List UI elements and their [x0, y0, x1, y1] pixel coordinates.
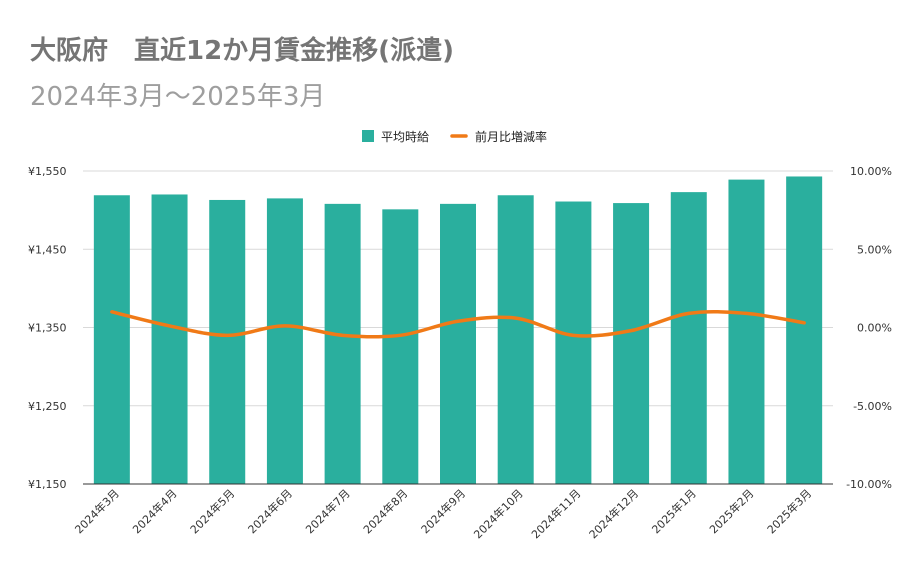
bar	[728, 179, 765, 485]
chart-subtitle: 2024年3月～2025年3月	[30, 82, 326, 112]
x-tick-label: 2024年12月	[586, 486, 641, 541]
bar	[151, 194, 188, 484]
bar	[497, 195, 534, 484]
x-tick-label: 2024年8月	[360, 486, 410, 536]
y-right-tick-label: 0.00%	[857, 322, 892, 335]
y-left-tick-label: ¥1,450	[28, 243, 67, 256]
bar	[324, 203, 361, 485]
bar	[555, 201, 592, 484]
y-right-tick-label: 10.00%	[850, 165, 892, 178]
bar	[670, 192, 707, 484]
bar	[382, 209, 419, 484]
x-tick-label: 2025年2月	[706, 486, 756, 536]
x-tick-label: 2024年10月	[471, 486, 526, 541]
bar	[209, 199, 246, 484]
x-tick-label: 2024年5月	[187, 486, 237, 536]
x-tick-label: 2025年1月	[649, 486, 699, 536]
legend-swatch-bar	[362, 130, 374, 142]
x-tick-label: 2024年7月	[303, 486, 353, 536]
legend-label: 前月比増減率	[475, 129, 547, 144]
y-left-tick-label: ¥1,150	[28, 478, 67, 491]
bar	[93, 195, 130, 484]
x-tick-label: 2025年3月	[764, 486, 814, 536]
chart-title: 大阪府 直近12か月賃金推移(派遣)	[30, 36, 454, 66]
x-tick-label: 2024年6月	[245, 486, 295, 536]
y-left-tick-label: ¥1,250	[28, 400, 67, 413]
x-tick-label: 2024年4月	[129, 486, 179, 536]
y-right-tick-label: 5.00%	[857, 243, 892, 256]
x-tick-label: 2024年3月	[72, 486, 122, 536]
x-tick-label: 2024年9月	[418, 486, 468, 536]
y-right-tick-label: -10.00%	[846, 478, 892, 491]
bar	[266, 198, 303, 484]
bar	[786, 176, 823, 485]
bar	[613, 203, 650, 484]
y-right-tick-label: -5.00%	[853, 400, 892, 413]
x-tick-label: 2024年11月	[528, 486, 583, 541]
y-left-tick-label: ¥1,350	[28, 322, 67, 335]
legend-label: 平均時給	[381, 130, 429, 144]
y-left-tick-label: ¥1,550	[28, 165, 67, 178]
bar	[440, 203, 476, 485]
